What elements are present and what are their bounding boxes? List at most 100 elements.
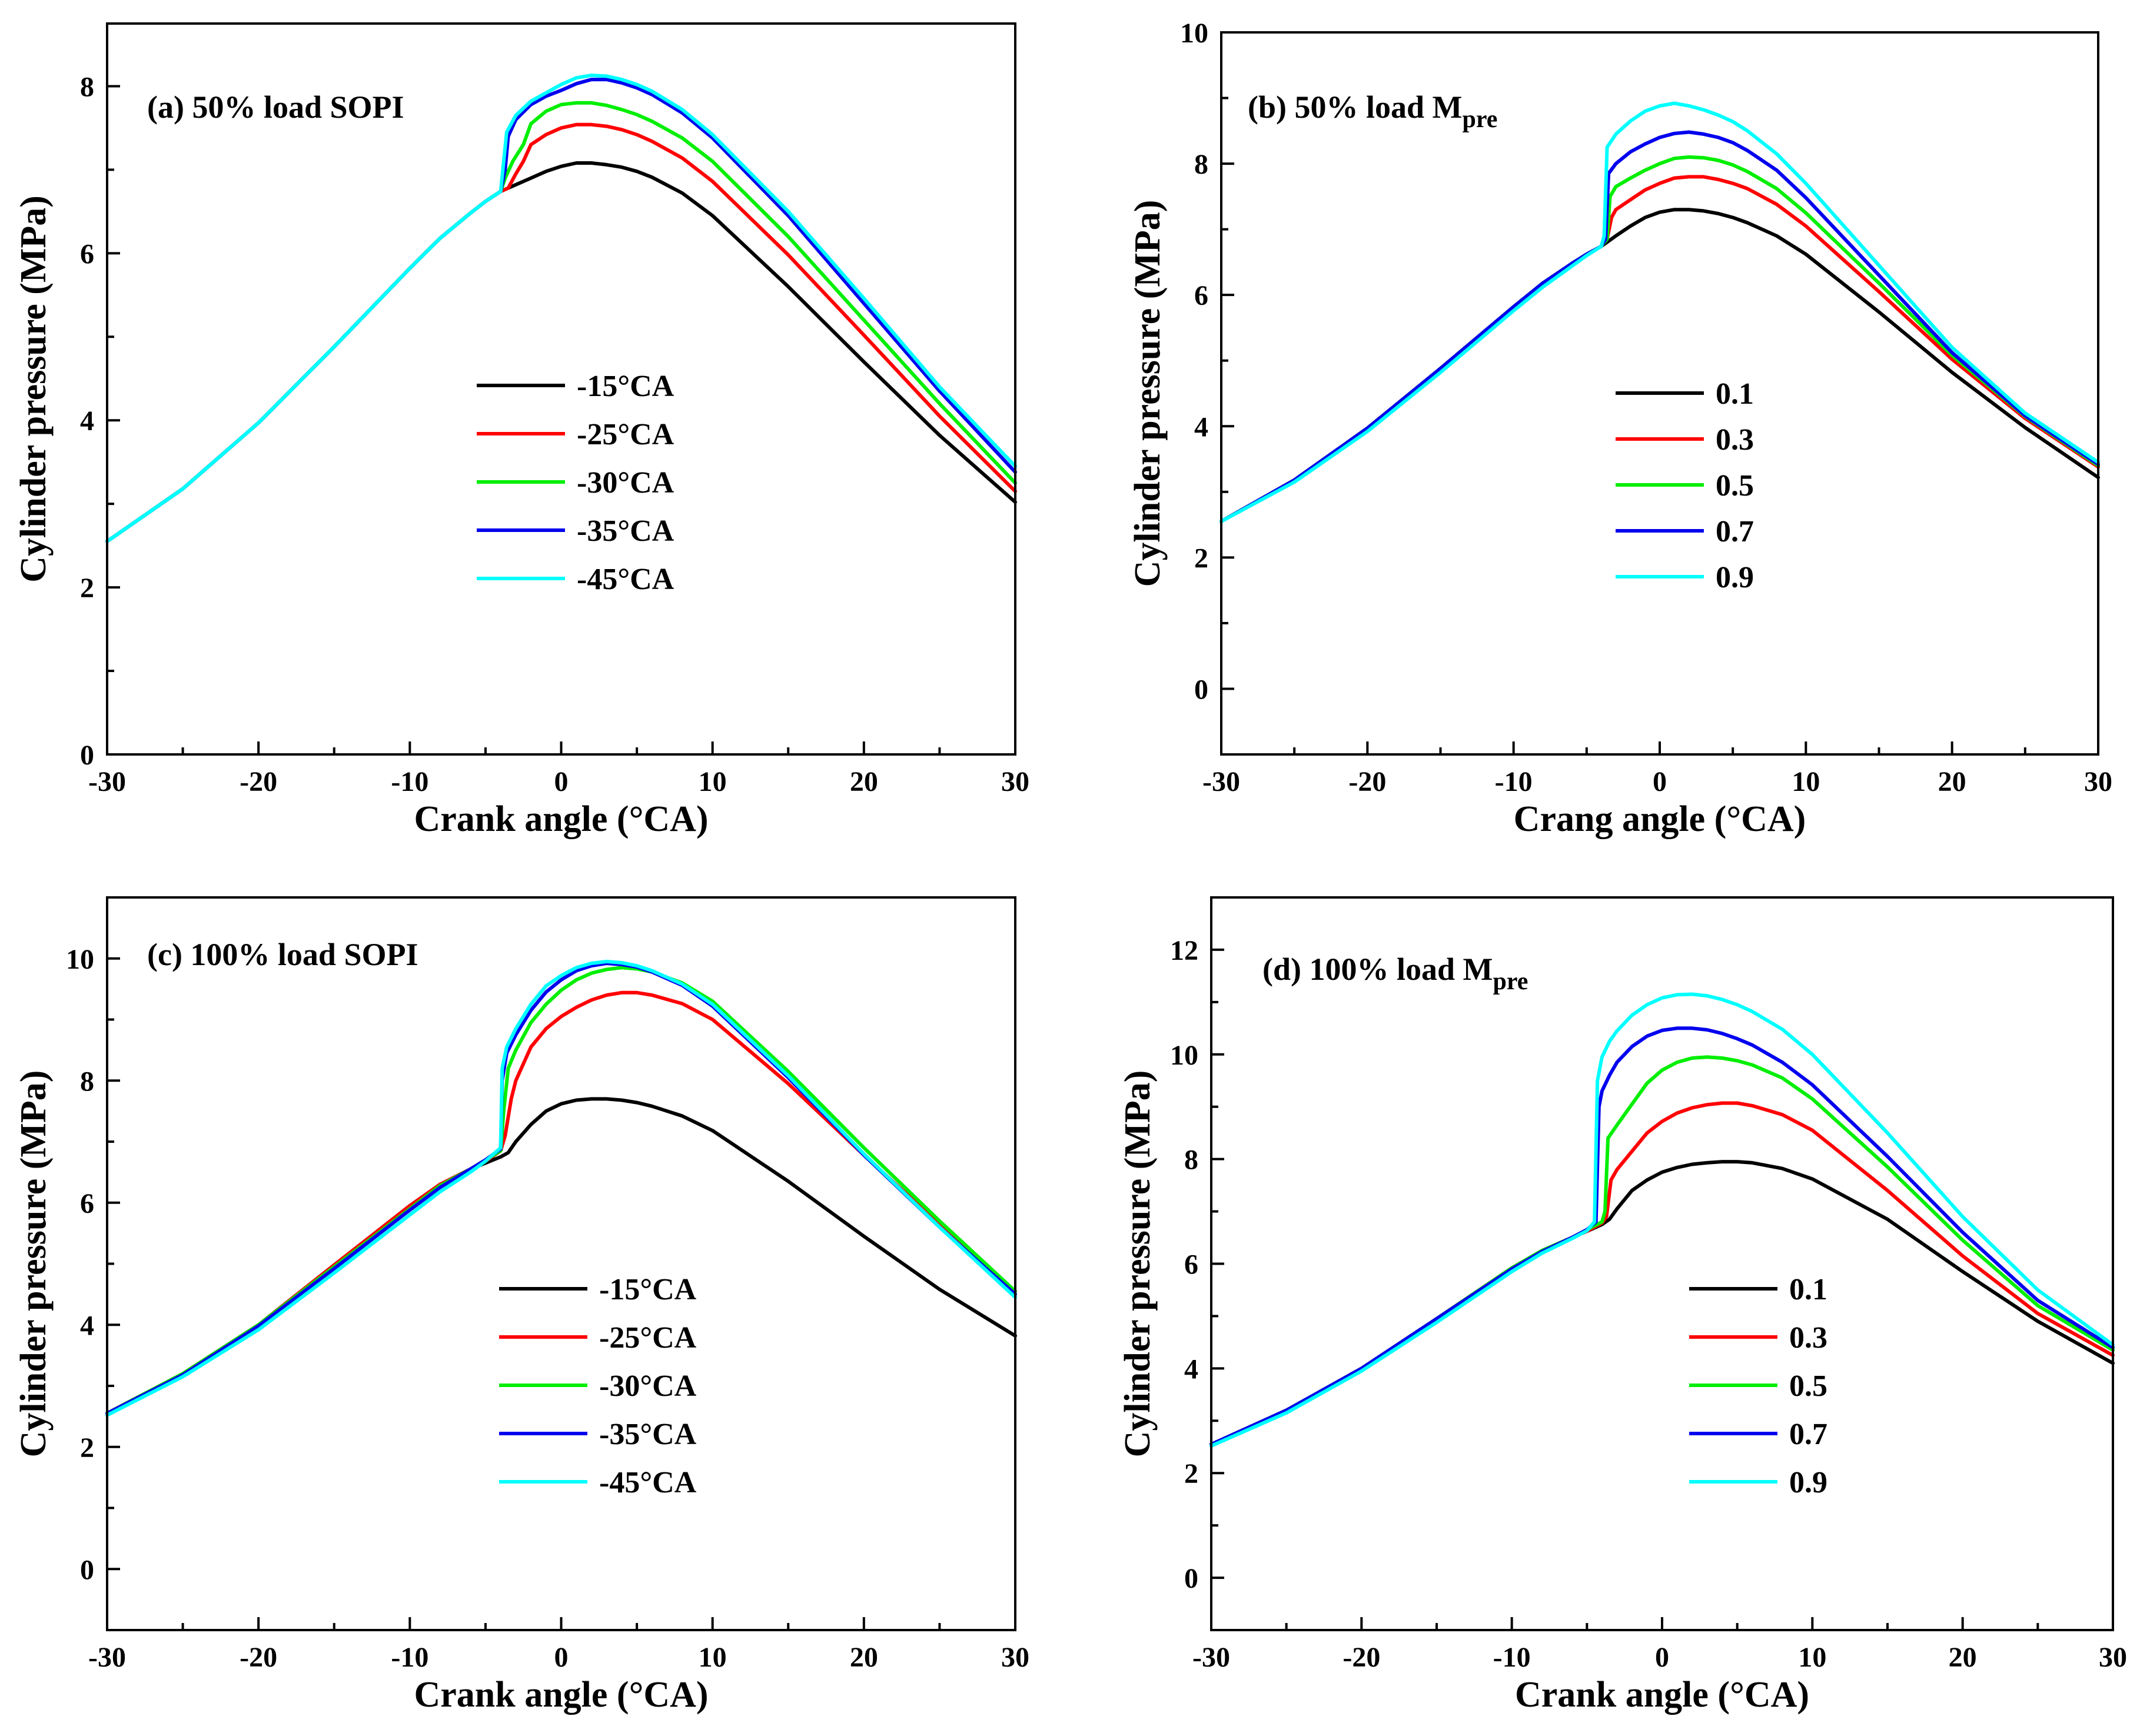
x-axis-label-b: Crang angle (°CA) xyxy=(1514,799,1806,839)
x-tick-label-c: -20 xyxy=(240,1642,277,1673)
y-tick-label-c: 2 xyxy=(80,1432,94,1464)
y-tick-label-c: 4 xyxy=(80,1310,94,1341)
x-tick-label-d: 20 xyxy=(1949,1642,1977,1673)
panel-title-d: (d) 100% load Mpre xyxy=(1262,952,1528,995)
legend-label-d-4: 0.9 xyxy=(1789,1466,1827,1499)
legend-label-b-3: 0.7 xyxy=(1716,515,1754,548)
x-tick-label-c: 20 xyxy=(850,1642,878,1673)
y-tick-label-b: 8 xyxy=(1194,149,1208,180)
panel-a: -30 -20 -10 0 10 20 30 0 2 4 6 8 Crank angle (°CA) Cy… xyxy=(14,22,1029,839)
legend-label-c-4: -45°CA xyxy=(599,1466,697,1499)
series-line-b-3 xyxy=(1219,130,2100,523)
legend-label-d-0: 0.1 xyxy=(1789,1273,1827,1306)
y-tick-label-d: 0 xyxy=(1184,1563,1198,1594)
series-line-c-2 xyxy=(105,966,1017,1415)
legend-label-b-4: 0.9 xyxy=(1716,561,1754,594)
legend-label-d-2: 0.5 xyxy=(1789,1369,1827,1403)
legend-a: -15°CA -25°CA -30°CA -35°CA -45°CA xyxy=(477,370,674,596)
legend-d: 0.1 0.3 0.5 0.7 0.9 xyxy=(1689,1273,1827,1499)
y-tick-label-d: 2 xyxy=(1184,1458,1198,1489)
legend-label-b-0: 0.1 xyxy=(1716,377,1754,411)
x-tick-label-d: 30 xyxy=(2099,1642,2127,1673)
legend-label-b-1: 0.3 xyxy=(1716,423,1754,457)
x-tick-label-c: -30 xyxy=(88,1642,126,1673)
x-tick-label-b: 30 xyxy=(2084,766,2112,797)
plot-frame-a xyxy=(106,22,1016,756)
series-line-b-1 xyxy=(1219,175,2100,523)
x-tick-label-a: 10 xyxy=(699,766,727,797)
y-tick-label-b: 10 xyxy=(1180,18,1208,49)
series-line-d-3 xyxy=(1209,1026,2115,1446)
x-tick-label-d: 10 xyxy=(1798,1642,1826,1673)
x-tick-label-b: 20 xyxy=(1938,766,1966,797)
x-axis-label-d: Crank angle (°CA) xyxy=(1515,1675,1809,1715)
x-tick-label-d: -20 xyxy=(1342,1642,1380,1673)
x-tick-label-b: 0 xyxy=(1653,766,1667,797)
series-line-c-3 xyxy=(105,962,1017,1415)
x-tick-label-b: -10 xyxy=(1495,766,1533,797)
y-axis-label-c: Cylinder pressure (MPa) xyxy=(14,1070,54,1458)
y-tick-label-a: 2 xyxy=(80,573,94,604)
x-tick-label-c: 0 xyxy=(554,1642,569,1673)
x-tick-label-a: -30 xyxy=(88,766,126,797)
plot-frame-d xyxy=(1210,896,2114,1631)
x-tick-label-d: -30 xyxy=(1192,1642,1230,1673)
series-line-c-0 xyxy=(105,1097,1017,1415)
x-tick-label-a: 30 xyxy=(1001,766,1029,797)
legend-label-c-1: -25°CA xyxy=(599,1321,697,1355)
legend-label-a-4: -45°CA xyxy=(577,563,674,596)
series-line-c-1 xyxy=(105,990,1017,1415)
series-line-a-3 xyxy=(105,78,1017,543)
series-line-d-2 xyxy=(1209,1055,2115,1446)
series-line-c-4 xyxy=(105,959,1017,1417)
y-axis-label-b: Cylinder pressure (MPa) xyxy=(1128,200,1168,587)
x-tick-label-c: -10 xyxy=(391,1642,428,1673)
x-tick-label-a: 20 xyxy=(850,766,878,797)
legend-label-d-3: 0.7 xyxy=(1789,1418,1827,1451)
legend-c: -15°CA -25°CA -30°CA -35°CA -45°CA xyxy=(499,1273,697,1499)
y-tick-label-a: 0 xyxy=(80,740,94,771)
x-tick-label-b: -30 xyxy=(1202,766,1240,797)
legend-label-b-2: 0.5 xyxy=(1716,469,1754,503)
y-tick-label-b: 2 xyxy=(1194,543,1208,574)
panel-d: -30 -20 -10 0 10 20 30 0 2 4 6 8 10 12 Crank angle (°C… xyxy=(1118,896,2127,1715)
legend-label-a-0: -15°CA xyxy=(577,370,674,403)
y-tick-label-a: 8 xyxy=(80,71,94,102)
y-tick-label-a: 6 xyxy=(80,238,94,270)
y-tick-label-d: 4 xyxy=(1184,1353,1198,1385)
x-tick-label-d: 0 xyxy=(1655,1642,1669,1673)
y-tick-label-c: 6 xyxy=(80,1188,94,1219)
series-line-a-1 xyxy=(105,122,1017,543)
series-line-d-1 xyxy=(1209,1101,2115,1446)
y-tick-label-d: 8 xyxy=(1184,1145,1198,1176)
x-tick-label-b: -20 xyxy=(1348,766,1386,797)
y-tick-label-d: 6 xyxy=(1184,1249,1198,1281)
legend-label-d-1: 0.3 xyxy=(1789,1321,1827,1355)
x-tick-label-b: 10 xyxy=(1792,766,1820,797)
y-tick-label-c: 8 xyxy=(80,1066,94,1097)
y-axis-label-a: Cylinder pressure (MPa) xyxy=(14,195,54,583)
y-axis-label-d: Cylinder pressure (MPa) xyxy=(1118,1070,1158,1458)
legend-b: 0.1 0.3 0.5 0.7 0.9 xyxy=(1616,377,1754,594)
series-line-d-4 xyxy=(1209,992,2115,1448)
y-tick-label-c: 10 xyxy=(66,944,94,975)
x-tick-label-c: 10 xyxy=(699,1642,727,1673)
series-line-a-4 xyxy=(105,74,1017,543)
panel-title-b: (b) 50% load Mpre xyxy=(1248,89,1497,133)
y-tick-label-b: 0 xyxy=(1194,674,1208,705)
legend-label-a-3: -35°CA xyxy=(577,514,674,548)
panel-title-c: (c) 100% load SOPI xyxy=(147,937,418,972)
x-tick-label-c: 30 xyxy=(1001,1642,1029,1673)
x-tick-label-a: -10 xyxy=(391,766,428,797)
legend-label-a-2: -30°CA xyxy=(577,466,674,500)
legend-label-c-3: -35°CA xyxy=(599,1418,697,1451)
y-tick-label-c: 0 xyxy=(80,1554,94,1585)
y-tick-label-d: 12 xyxy=(1170,935,1198,966)
x-axis-label-a: Crank angle (°CA) xyxy=(414,799,708,839)
series-line-d-0 xyxy=(1209,1160,2115,1446)
y-tick-label-a: 4 xyxy=(80,405,94,437)
x-axis-label-c: Crank angle (°CA) xyxy=(414,1675,708,1715)
